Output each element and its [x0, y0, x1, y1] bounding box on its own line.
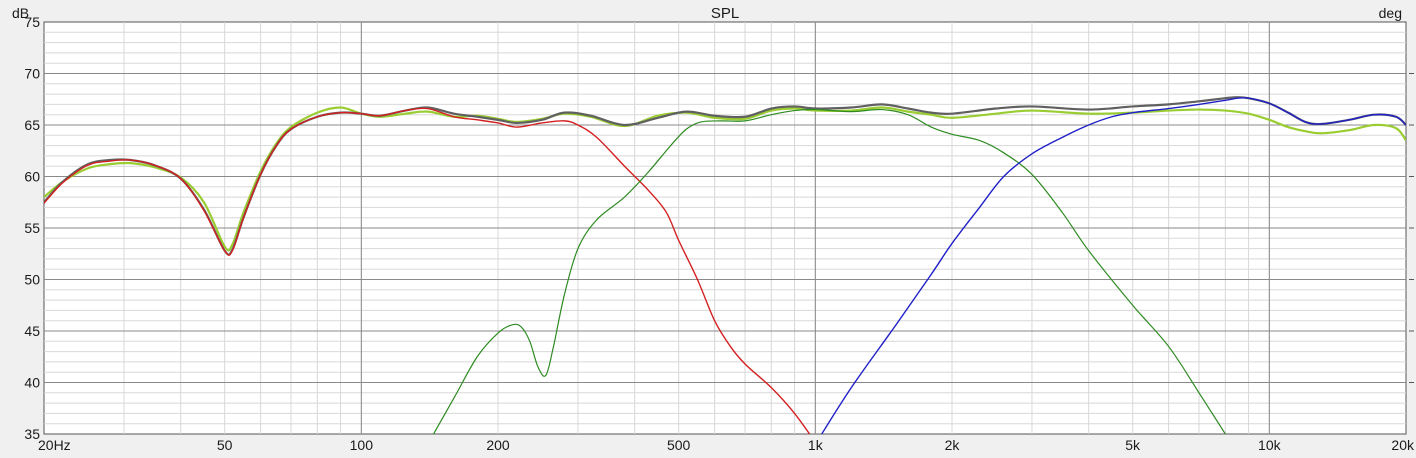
y-axis-unit: dB: [12, 5, 29, 21]
x-tick-label: 20k: [1391, 437, 1415, 453]
major-grid: [44, 22, 1406, 434]
x-tick-label: 200: [486, 437, 510, 453]
y-tick-label: 50: [24, 272, 40, 288]
y-axis-labels: 35 40 45 50 55 60 65 70 75: [24, 14, 40, 442]
series-line-green-mid: [432, 108, 1227, 434]
y-tick-label: 60: [24, 169, 40, 185]
x-tick-label: 5k: [1125, 437, 1141, 453]
series-line-red-woofer: [44, 107, 811, 434]
series-layer: [44, 96, 1406, 434]
x-tick-label: 50: [217, 437, 233, 453]
right-axis-ticks: [1409, 73, 1414, 383]
x-tick-label: 500: [667, 437, 691, 453]
y2-axis-unit: deg: [1379, 5, 1402, 21]
y-tick-label: 70: [24, 66, 40, 82]
y-tick-label: 55: [24, 220, 40, 236]
x-tick-label: 20Hz: [38, 437, 71, 453]
y-tick-label: 40: [24, 375, 40, 391]
y-tick-label: 45: [24, 323, 40, 339]
x-axis-labels: 20Hz 50 100 200 500 1k 2k 5k 10k 20k: [38, 437, 1415, 453]
x-tick-label: 1k: [808, 437, 824, 453]
y-tick-label: 65: [24, 117, 40, 133]
y-tick-label: 35: [24, 426, 40, 442]
x-tick-label: 10k: [1258, 437, 1282, 453]
x-tick-label: 100: [350, 437, 374, 453]
x-tick-label: 2k: [945, 437, 961, 453]
chart-title: SPL: [711, 5, 739, 22]
y-tick-label: 75: [24, 14, 40, 30]
series-line-blue-tweeter: [820, 97, 1406, 434]
